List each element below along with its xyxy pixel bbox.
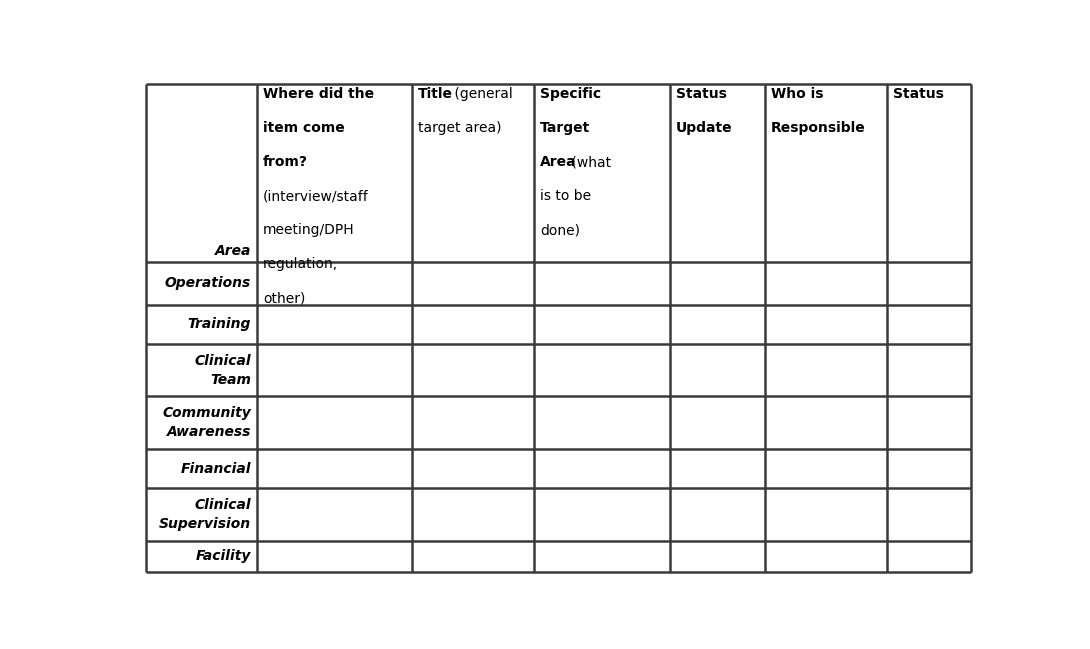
Text: Financial: Financial [181,461,251,476]
Text: (general: (general [450,88,512,101]
Text: (interview/staff: (interview/staff [263,190,368,203]
Text: other): other) [263,291,305,305]
Text: Update: Update [676,121,732,136]
Text: Specific: Specific [540,88,601,101]
Text: Facility: Facility [195,549,251,563]
Text: is to be: is to be [540,190,591,203]
Text: meeting/DPH: meeting/DPH [263,223,354,238]
Text: (what: (what [567,155,610,169]
Text: Status: Status [676,88,727,101]
Text: Target: Target [540,121,590,136]
Text: Clinical
Supervision: Clinical Supervision [159,498,251,531]
Text: Title: Title [417,88,452,101]
Text: Who is: Who is [771,88,823,101]
Text: target area): target area) [417,121,501,136]
Text: Community
Awareness: Community Awareness [162,406,251,439]
Text: Training: Training [187,317,251,332]
Text: regulation,: regulation, [263,257,338,271]
Text: Area: Area [215,244,251,258]
Text: done): done) [540,223,580,238]
Text: item come: item come [263,121,344,136]
Text: from?: from? [263,155,307,169]
Text: Responsible: Responsible [771,121,865,136]
Text: Clinical
Team: Clinical Team [194,354,251,387]
Text: Area: Area [540,155,577,169]
Text: Where did the: Where did the [263,88,374,101]
Text: Operations: Operations [165,276,251,290]
Text: Status: Status [893,88,944,101]
